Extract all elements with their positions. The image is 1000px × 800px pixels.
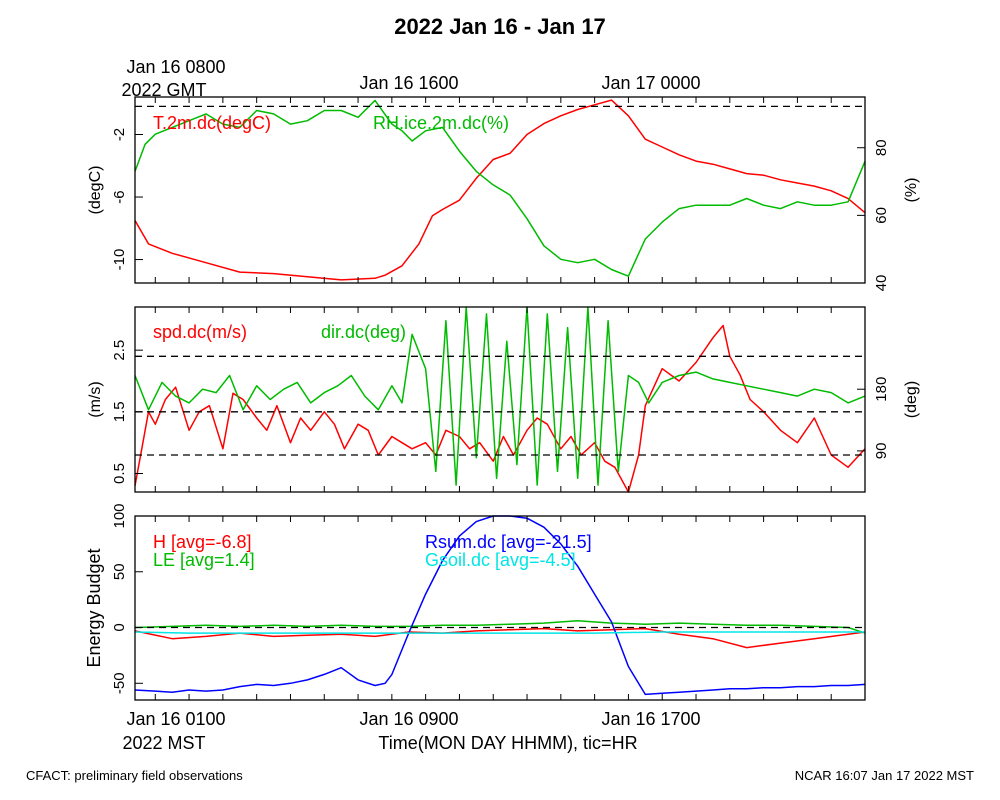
y-tick-label-right: 90 (873, 443, 890, 460)
y-axis-label-left: (m/s) (87, 381, 104, 417)
legend-gsoil: Gsoil.dc [avg=-4.5] (425, 550, 576, 570)
legend-dir: dir.dc(deg) (321, 322, 406, 342)
top-axis-sublabel: 2022 GMT (121, 80, 206, 100)
series-line-h (134, 627, 866, 649)
legend-t2m: T.2m.dc(degC) (153, 113, 271, 133)
y-tick-label-left: 0.5 (111, 463, 128, 484)
y-tick-label-left: 2.5 (111, 340, 128, 361)
top-axis-label: Jan 16 1600 (359, 73, 458, 93)
bottom-axis-label: Jan 16 0900 (359, 709, 458, 729)
y-tick-label-right: 180 (873, 377, 890, 402)
panel-frames (134, 96, 866, 701)
y-axis-label-right: (deg) (903, 381, 920, 418)
y-tick-label-left: 0 (111, 623, 128, 631)
axis-text: -10 -6 -2 40 60 80 (degC) (%) 0.5 1.5 2.5 90 180 (m/s… (84, 57, 920, 753)
y-tick-label-left: 100 (111, 503, 128, 528)
y-axis-label-right: (%) (903, 178, 920, 203)
legend-le: LE [avg=1.4] (153, 550, 255, 570)
top-axis-label: Jan 16 0800 (126, 57, 225, 77)
legend-h: H [avg=-6.8] (153, 532, 252, 552)
panel-frame-3 (134, 515, 866, 701)
series-line-le (134, 620, 866, 634)
y-axis-label-left: Energy Budget (84, 548, 104, 667)
y-tick-label-left: -10 (111, 249, 128, 271)
footer-left: CFACT: preliminary field observations (26, 768, 243, 783)
series-line-rh-ice-2m-dc- (134, 99, 866, 277)
y-tick-label-right: 40 (873, 275, 890, 292)
legend-rsum: Rsum.dc [avg=-21.5] (425, 532, 592, 552)
y-axis-label-left: (degC) (87, 166, 104, 215)
bottom-axis-label: Jan 16 1700 (601, 709, 700, 729)
panel-frame-1 (134, 96, 866, 284)
legend-rh: RH.ice.2m.dc(%) (373, 113, 509, 133)
top-axis-label: Jan 17 0000 (601, 73, 700, 93)
bottom-axis-label: Jan 16 0100 (126, 709, 225, 729)
y-tick-label-right: 60 (873, 207, 890, 224)
series-line-gsoil-dc (134, 631, 865, 634)
legend-spd: spd.dc(m/s) (153, 322, 247, 342)
y-tick-label-left: -6 (111, 190, 128, 203)
y-tick-label-left: -50 (111, 672, 128, 694)
footer-right: NCAR 16:07 Jan 17 2022 MST (794, 768, 974, 783)
series-line-dir-dc-deg- (134, 306, 866, 486)
data-lines (134, 99, 866, 696)
y-tick-label-left: 50 (111, 563, 128, 580)
y-tick-label-left: -2 (111, 128, 128, 141)
y-tick-label-right: 80 (873, 139, 890, 156)
y-tick-label-left: 1.5 (111, 401, 128, 422)
panel-frame-2 (134, 306, 866, 493)
x-axis-label: Time(MON DAY HHMM), tic=HR (378, 733, 637, 753)
series-line-t-2m-dc-degc- (134, 99, 866, 281)
bottom-axis-sublabel: 2022 MST (122, 733, 205, 753)
series-line-spd-dc-m-s- (134, 324, 866, 493)
chart-title: 2022 Jan 16 - Jan 17 (394, 14, 606, 39)
